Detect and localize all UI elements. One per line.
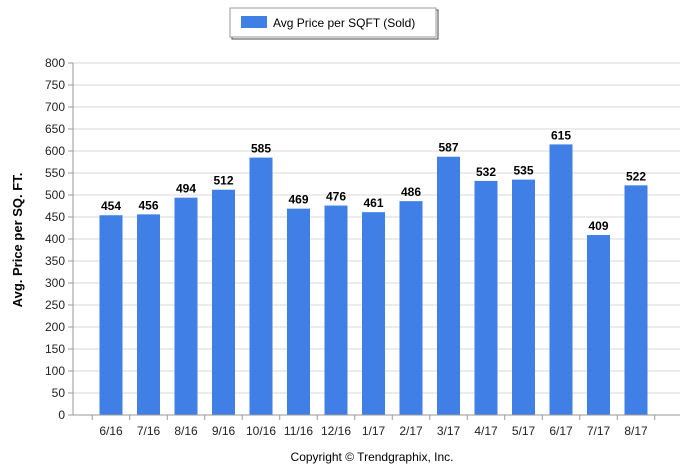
bar [212,189,235,415]
y-tick-label: 150 [45,342,65,356]
data-label: 409 [588,219,608,233]
x-tick-label: 11/16 [284,424,313,438]
y-tick-label: 700 [45,100,65,114]
bar [324,205,348,415]
y-tick-label: 0 [58,408,65,422]
y-axis-title: Avg. Price per SQ. FT. [10,173,25,308]
legend-swatch [241,16,267,28]
y-tick-label: 250 [45,298,65,312]
bar [587,235,610,415]
data-label: 469 [288,193,308,207]
y-tick-label: 300 [45,276,65,290]
x-tick-label: 1/17 [362,424,386,438]
x-tick-label: 5/17 [512,424,536,438]
data-label: 494 [176,182,196,196]
y-tick-label: 750 [45,78,65,92]
x-tick-label: 3/17 [437,424,461,438]
bars [99,144,648,415]
y-axis-ticks: 0 50 100 150 200 250 300 350 400 450 500 550 600 650 7… [45,56,73,422]
y-tick-label: 600 [45,144,65,158]
data-labels: 454 456 494 512 585 469 476 461 486 587 532 535 615 4… [101,128,646,233]
y-tick-label: 200 [45,320,65,334]
bar [362,212,385,415]
legend: Avg Price per SQFT (Sold) [229,7,439,40]
x-tick-label: 10/16 [246,424,276,438]
x-tick-label: 6/17 [549,424,573,438]
data-label: 454 [101,199,121,213]
bar [474,180,498,415]
bar [399,201,423,415]
data-label: 532 [476,165,496,179]
y-tick-label: 800 [45,56,65,70]
x-tick-label: 2/17 [399,424,423,438]
data-label: 512 [213,174,233,188]
bar [174,197,198,415]
y-tick-label: 100 [45,364,65,378]
x-tick-label: 9/16 [212,424,236,438]
legend-label: Avg Price per SQFT (Sold) [273,16,415,30]
bar [287,208,310,415]
x-tick-label: 12/16 [321,424,351,438]
bar [99,215,123,415]
bar [512,179,535,415]
data-label: 615 [551,128,571,142]
y-tick-label: 450 [45,210,65,224]
data-label: 476 [326,190,346,204]
bar [624,185,648,415]
data-label: 587 [438,141,458,155]
data-label: 522 [626,169,646,183]
x-tick-label: 6/16 [99,424,123,438]
y-tick-label: 350 [45,254,65,268]
y-tick-label: 650 [45,122,65,136]
copyright-text: Copyright © Trendgraphix, Inc. [291,450,454,464]
x-tick-label: 8/16 [174,424,198,438]
x-tick-label: 7/17 [587,424,611,438]
data-label: 486 [401,185,421,199]
bar [137,214,160,415]
x-tick-label: 7/16 [137,424,161,438]
x-tick-label: 8/17 [624,424,648,438]
y-tick-label: 50 [52,386,66,400]
y-tick-label: 500 [45,188,65,202]
bar [437,156,460,415]
y-tick-label: 550 [45,166,65,180]
data-label: 585 [251,142,271,156]
data-label: 461 [363,196,383,210]
data-label: 535 [513,164,533,178]
bar [249,157,273,415]
bar [549,144,573,415]
data-label: 456 [138,198,158,212]
x-tick-label: 4/17 [474,424,498,438]
y-tick-label: 400 [45,232,65,246]
x-axis-ticks: 6/16 7/16 8/16 9/16 10/16 11/16 12/16 1/17 2/17 3… [91,415,656,438]
